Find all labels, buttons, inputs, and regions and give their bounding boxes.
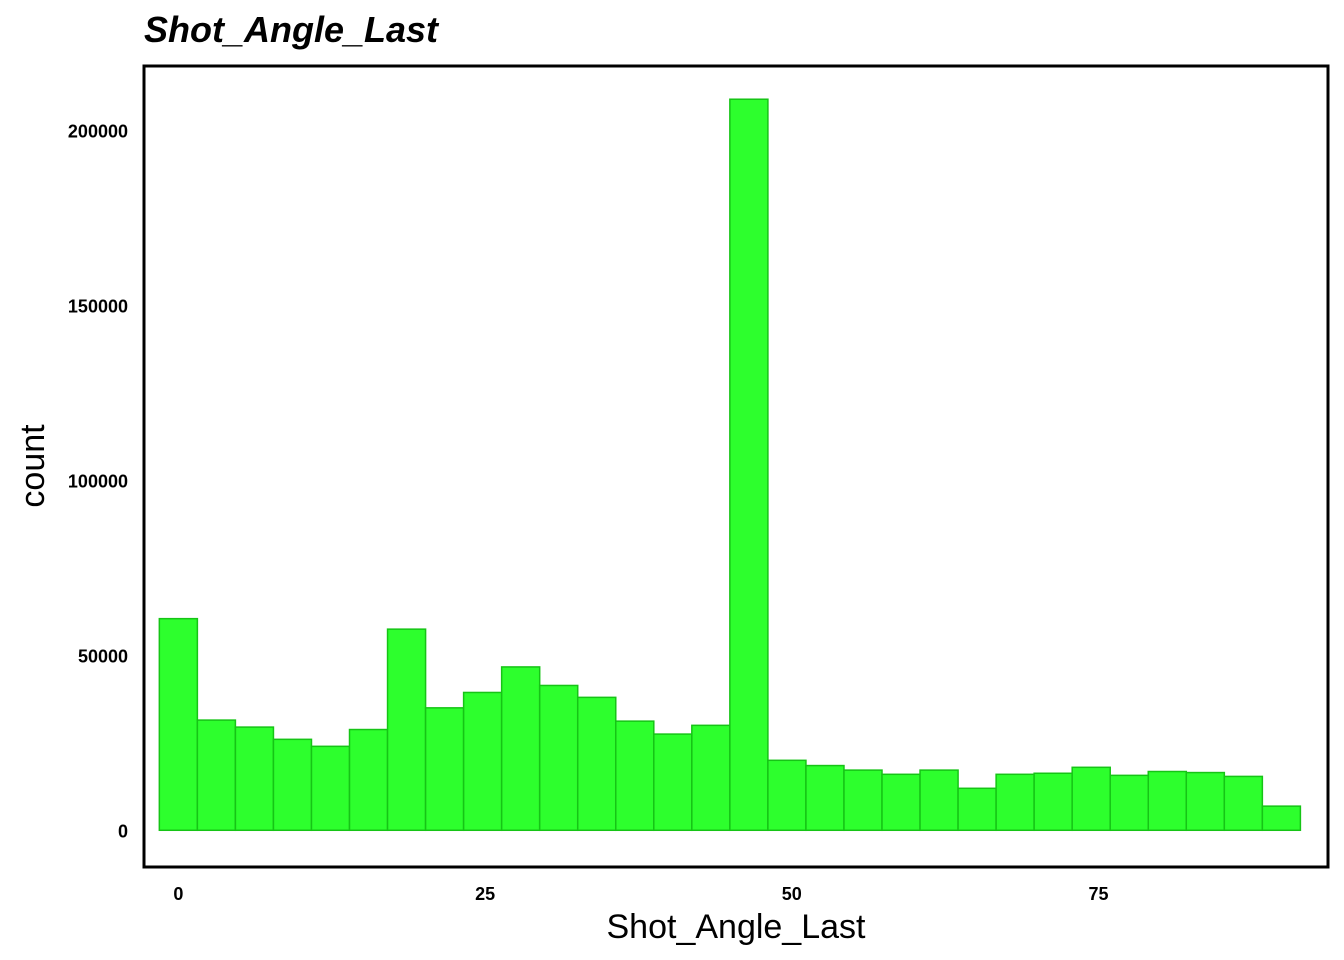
histogram-bar: [576, 696, 617, 832]
histogram-bar: [1071, 766, 1111, 832]
x-tick-label: 50: [782, 884, 802, 904]
histogram-bar: [1109, 774, 1150, 832]
histogram-bar: [538, 684, 579, 832]
x-tick-label: 75: [1089, 884, 1109, 904]
y-axis-title: count: [14, 424, 52, 508]
histogram-bar: [729, 98, 769, 832]
histogram-bar: [196, 719, 237, 832]
plot-panel-border: [142, 64, 1330, 869]
histogram-bar: [310, 745, 351, 832]
y-axis-ticks: 0 50000 100000 150000 200000: [68, 122, 128, 842]
histogram-bar: [1033, 772, 1073, 832]
chart-title: Shot_Angle_Last: [144, 9, 440, 50]
histogram-bar: [272, 738, 313, 832]
y-tick-label: 100000: [68, 471, 128, 491]
histogram-bar: [424, 707, 465, 832]
x-tick-label: 25: [475, 884, 495, 904]
histogram-bar: [1185, 771, 1226, 832]
histogram-bar: [881, 773, 921, 832]
y-tick-label: 150000: [68, 297, 128, 317]
histogram-bar: [1261, 805, 1302, 832]
histogram-bar: [1223, 775, 1264, 832]
histogram-bar: [386, 628, 427, 832]
histogram-bar: [653, 733, 693, 832]
histogram-bar: [462, 691, 503, 832]
histogram-bar: [691, 724, 731, 832]
x-axis-ticks: 0 25 50 75: [173, 884, 1108, 904]
histogram-bar: [615, 720, 655, 832]
histogram-bar: [957, 787, 997, 832]
histogram-bar: [843, 769, 883, 832]
x-tick-label: 0: [173, 884, 183, 904]
histogram-bar: [500, 666, 541, 832]
histogram-bar: [348, 728, 389, 832]
y-tick-label: 0: [118, 821, 128, 841]
histogram-bar: [805, 764, 845, 832]
histogram-bar: [995, 773, 1035, 832]
histogram-bar: [919, 769, 959, 832]
histogram-bar: [767, 759, 807, 832]
histogram-bar: [1147, 770, 1188, 832]
x-axis-title: Shot_Angle_Last: [607, 908, 867, 946]
histogram-bar: [234, 726, 275, 832]
y-tick-label: 50000: [78, 646, 128, 666]
bar-group: [158, 98, 1302, 832]
histogram-bar: [158, 617, 199, 832]
y-tick-label: 200000: [68, 122, 128, 142]
